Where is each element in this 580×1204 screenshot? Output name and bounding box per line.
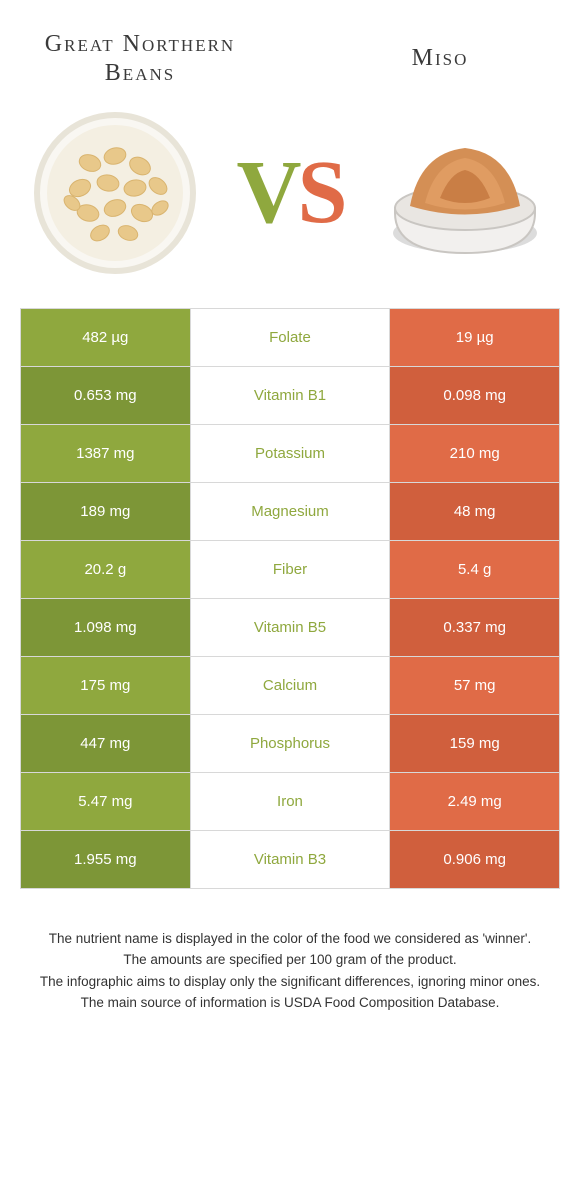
- nutrient-name: Phosphorus: [190, 714, 390, 772]
- left-value: 447 mg: [21, 714, 191, 772]
- header: Great Northern Beans Miso: [0, 0, 580, 98]
- footnote-line: The amounts are specified per 100 gram o…: [30, 950, 550, 970]
- right-value: 48 mg: [390, 482, 560, 540]
- right-value: 0.337 mg: [390, 598, 560, 656]
- left-value: 5.47 mg: [21, 772, 191, 830]
- right-value: 5.4 g: [390, 540, 560, 598]
- footnotes: The nutrient name is displayed in the co…: [0, 919, 580, 1045]
- left-value: 20.2 g: [21, 540, 191, 598]
- table-row: 189 mgMagnesium48 mg: [21, 482, 560, 540]
- right-value: 57 mg: [390, 656, 560, 714]
- table-row: 0.653 mgVitamin B10.098 mg: [21, 366, 560, 424]
- nutrient-table: 482 µgFolate19 µg0.653 mgVitamin B10.098…: [20, 308, 560, 889]
- right-food-title: Miso: [340, 44, 540, 73]
- table-row: 482 µgFolate19 µg: [21, 308, 560, 366]
- left-value: 1387 mg: [21, 424, 191, 482]
- table-row: 1.098 mgVitamin B50.337 mg: [21, 598, 560, 656]
- nutrient-name: Calcium: [190, 656, 390, 714]
- nutrient-name: Vitamin B1: [190, 366, 390, 424]
- vs-s: S: [297, 143, 343, 242]
- vs-label: VS: [236, 141, 343, 244]
- footnote-line: The infographic aims to display only the…: [30, 972, 550, 992]
- nutrient-name: Folate: [190, 308, 390, 366]
- miso-image: [380, 108, 550, 278]
- table-row: 20.2 gFiber5.4 g: [21, 540, 560, 598]
- footnote-line: The main source of information is USDA F…: [30, 993, 550, 1013]
- nutrient-name: Vitamin B3: [190, 830, 390, 888]
- right-value: 19 µg: [390, 308, 560, 366]
- right-value: 2.49 mg: [390, 772, 560, 830]
- nutrient-name: Potassium: [190, 424, 390, 482]
- right-value: 0.098 mg: [390, 366, 560, 424]
- nutrient-name: Vitamin B5: [190, 598, 390, 656]
- right-value: 210 mg: [390, 424, 560, 482]
- vs-v: V: [236, 143, 297, 242]
- left-value: 189 mg: [21, 482, 191, 540]
- footnote-line: The nutrient name is displayed in the co…: [30, 929, 550, 949]
- images-row: VS: [0, 98, 580, 308]
- nutrient-name: Iron: [190, 772, 390, 830]
- right-value: 0.906 mg: [390, 830, 560, 888]
- left-value: 482 µg: [21, 308, 191, 366]
- right-value: 159 mg: [390, 714, 560, 772]
- table-row: 1.955 mgVitamin B30.906 mg: [21, 830, 560, 888]
- table-row: 175 mgCalcium57 mg: [21, 656, 560, 714]
- table-row: 1387 mgPotassium210 mg: [21, 424, 560, 482]
- left-value: 1.955 mg: [21, 830, 191, 888]
- beans-image: [30, 108, 200, 278]
- left-value: 0.653 mg: [21, 366, 191, 424]
- left-value: 1.098 mg: [21, 598, 191, 656]
- table-row: 447 mgPhosphorus159 mg: [21, 714, 560, 772]
- nutrient-name: Magnesium: [190, 482, 390, 540]
- table-row: 5.47 mgIron2.49 mg: [21, 772, 560, 830]
- left-value: 175 mg: [21, 656, 191, 714]
- left-food-title: Great Northern Beans: [40, 30, 240, 88]
- nutrient-name: Fiber: [190, 540, 390, 598]
